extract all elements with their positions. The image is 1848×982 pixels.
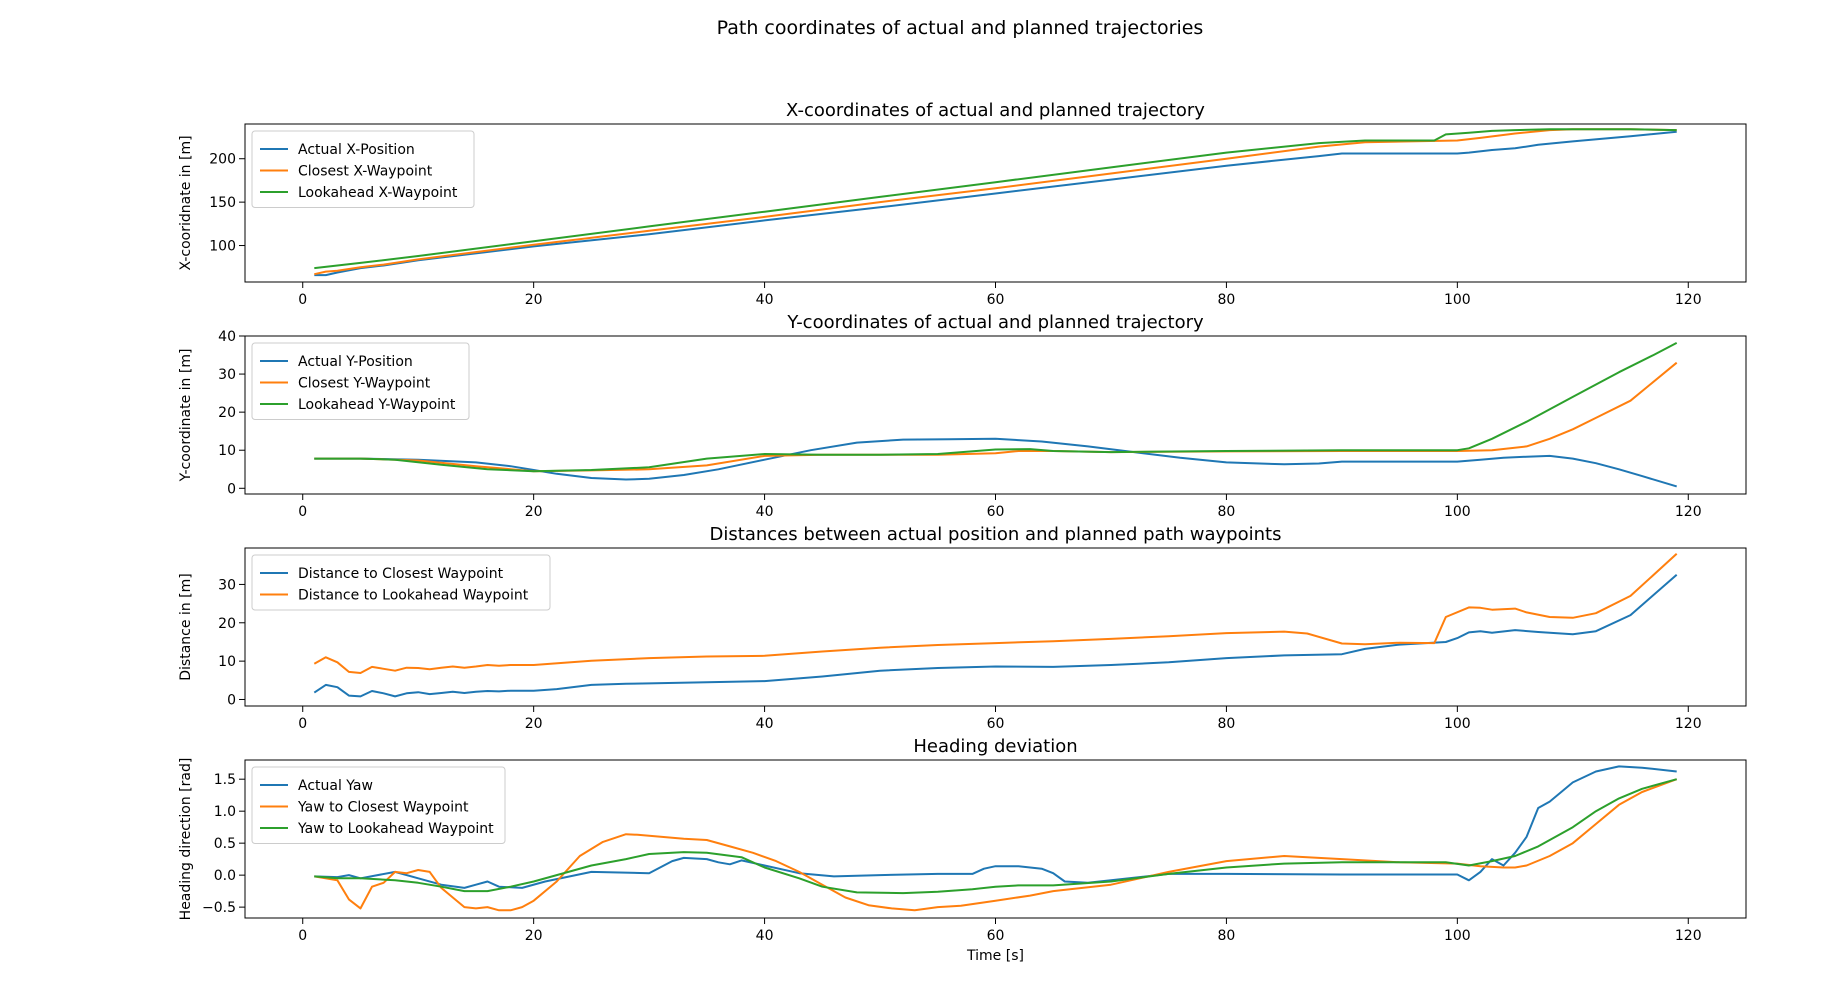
legend-box	[251, 130, 475, 208]
axes-frame	[244, 335, 1747, 495]
subplot-3: Distances between actual position and pl…	[178, 524, 1747, 732]
legend-label: Actual Y-Position	[298, 354, 413, 370]
subplot-2: Y-coordinates of actual and planned traj…	[178, 312, 1747, 520]
x-tick-label: 0	[298, 292, 307, 308]
y-tick-label: 0.0	[214, 868, 236, 884]
legend-box	[251, 342, 470, 420]
y-tick-label: 10	[218, 654, 236, 670]
subplot-1: X-coordinates of actual and planned traj…	[178, 100, 1747, 308]
y-tick-label: 30	[218, 577, 236, 593]
x-tick-label: 20	[525, 928, 543, 944]
series-line-1	[313, 574, 1678, 698]
series-line-1	[314, 765, 1677, 889]
legend-box	[251, 554, 551, 611]
y-tick-label: 20	[218, 616, 236, 632]
x-tick-label: 120	[1675, 504, 1702, 520]
subplot-title: Y-coordinates of actual and planned traj…	[786, 312, 1204, 333]
legend-box	[251, 766, 506, 844]
legend: Actual X-Position Closest X-Waypoint Looka…	[251, 130, 475, 208]
subplot-title: Heading deviation	[913, 736, 1077, 757]
y-axis-label: X-cooridnate in [m]	[178, 135, 194, 270]
x-tick-label: 120	[1675, 716, 1702, 732]
x-tick-label: 20	[525, 504, 543, 520]
x-tick-label: 40	[756, 504, 774, 520]
legend: Actual Yaw Yaw to Closest Waypoint Yaw to …	[251, 766, 506, 844]
y-tick-label: 0	[227, 481, 236, 497]
y-tick-label: 30	[218, 367, 236, 383]
x-tick-label: 0	[298, 504, 307, 520]
subplot-4: Heading deviation 0 20 40 60 80 100 120 −0.5 0.0 0…	[178, 736, 1747, 964]
legend: Actual Y-Position Closest Y-Waypoint Looka…	[251, 342, 470, 420]
y-axis-label: Distance in [m]	[178, 573, 194, 680]
legend-label: Closest Y-Waypoint	[298, 376, 431, 392]
legend-label: Actual Yaw	[298, 778, 373, 794]
series-line-2	[314, 128, 1677, 276]
x-tick-label: 60	[987, 928, 1005, 944]
y-tick-label: 1.5	[214, 772, 236, 788]
x-axis-label: Time [s]	[966, 948, 1024, 964]
x-tick-label: 60	[987, 504, 1005, 520]
x-tick-label: 60	[987, 292, 1005, 308]
legend-label: Yaw to Closest Waypoint	[297, 800, 469, 816]
x-tick-label: 120	[1675, 292, 1702, 308]
y-axis-label: Heading direction [rad]	[178, 758, 194, 921]
series-line-2	[314, 778, 1678, 912]
y-tick-label: 20	[218, 405, 236, 421]
x-tick-label: 100	[1444, 928, 1471, 944]
x-tick-label: 0	[298, 928, 307, 944]
x-tick-label: 20	[525, 292, 543, 308]
y-tick-label: 1.0	[214, 804, 236, 820]
x-tick-label: 80	[1218, 716, 1236, 732]
series-line-1	[314, 130, 1677, 277]
x-tick-label: 60	[987, 716, 1005, 732]
figure-title: Path coordinates of actual and planned t…	[717, 17, 1204, 39]
x-tick-label: 0	[298, 716, 307, 732]
legend-label: Distance to Lookahead Waypoint	[298, 588, 529, 604]
x-tick-label: 120	[1675, 928, 1702, 944]
legend-label: Lookahead X-Waypoint	[298, 185, 458, 201]
y-axis-label: Y-coordinate in [m]	[178, 349, 194, 483]
series-line-3	[314, 128, 1677, 270]
legend-label: Actual X-Position	[298, 142, 415, 158]
x-tick-label: 80	[1218, 928, 1236, 944]
x-tick-label: 100	[1444, 504, 1471, 520]
x-tick-label: 40	[756, 716, 774, 732]
series-line-3	[314, 778, 1677, 895]
legend-label: Distance to Closest Waypoint	[298, 566, 504, 582]
y-tick-label: 0	[227, 692, 236, 708]
series-line-1	[314, 437, 1677, 488]
legend-label: Yaw to Lookahead Waypoint	[297, 821, 494, 837]
x-tick-label: 40	[756, 292, 774, 308]
x-tick-label: 80	[1218, 292, 1236, 308]
series-line-2	[313, 553, 1678, 674]
legend-label: Closest X-Waypoint	[298, 164, 433, 180]
subplot-title: Distances between actual position and pl…	[710, 524, 1282, 545]
y-tick-label: 200	[209, 152, 236, 168]
y-tick-label: 0.5	[214, 836, 236, 852]
x-tick-label: 80	[1218, 504, 1236, 520]
x-tick-label: 100	[1444, 292, 1471, 308]
series-line-3	[314, 342, 1678, 473]
y-tick-label: 40	[218, 329, 236, 345]
subplots: X-coordinates of actual and planned traj…	[178, 100, 1747, 964]
x-tick-label: 20	[525, 716, 543, 732]
series-line-2	[314, 361, 1678, 473]
x-tick-label: 100	[1444, 716, 1471, 732]
y-tick-label: 100	[209, 239, 236, 255]
y-tick-label: 150	[209, 195, 236, 211]
legend: Distance to Closest Waypoint Distance to …	[251, 554, 551, 611]
y-tick-label: −0.5	[202, 900, 236, 916]
y-tick-label: 10	[218, 443, 236, 459]
x-tick-label: 40	[756, 928, 774, 944]
subplot-title: X-coordinates of actual and planned traj…	[786, 100, 1205, 121]
legend-label: Lookahead Y-Waypoint	[298, 397, 456, 413]
